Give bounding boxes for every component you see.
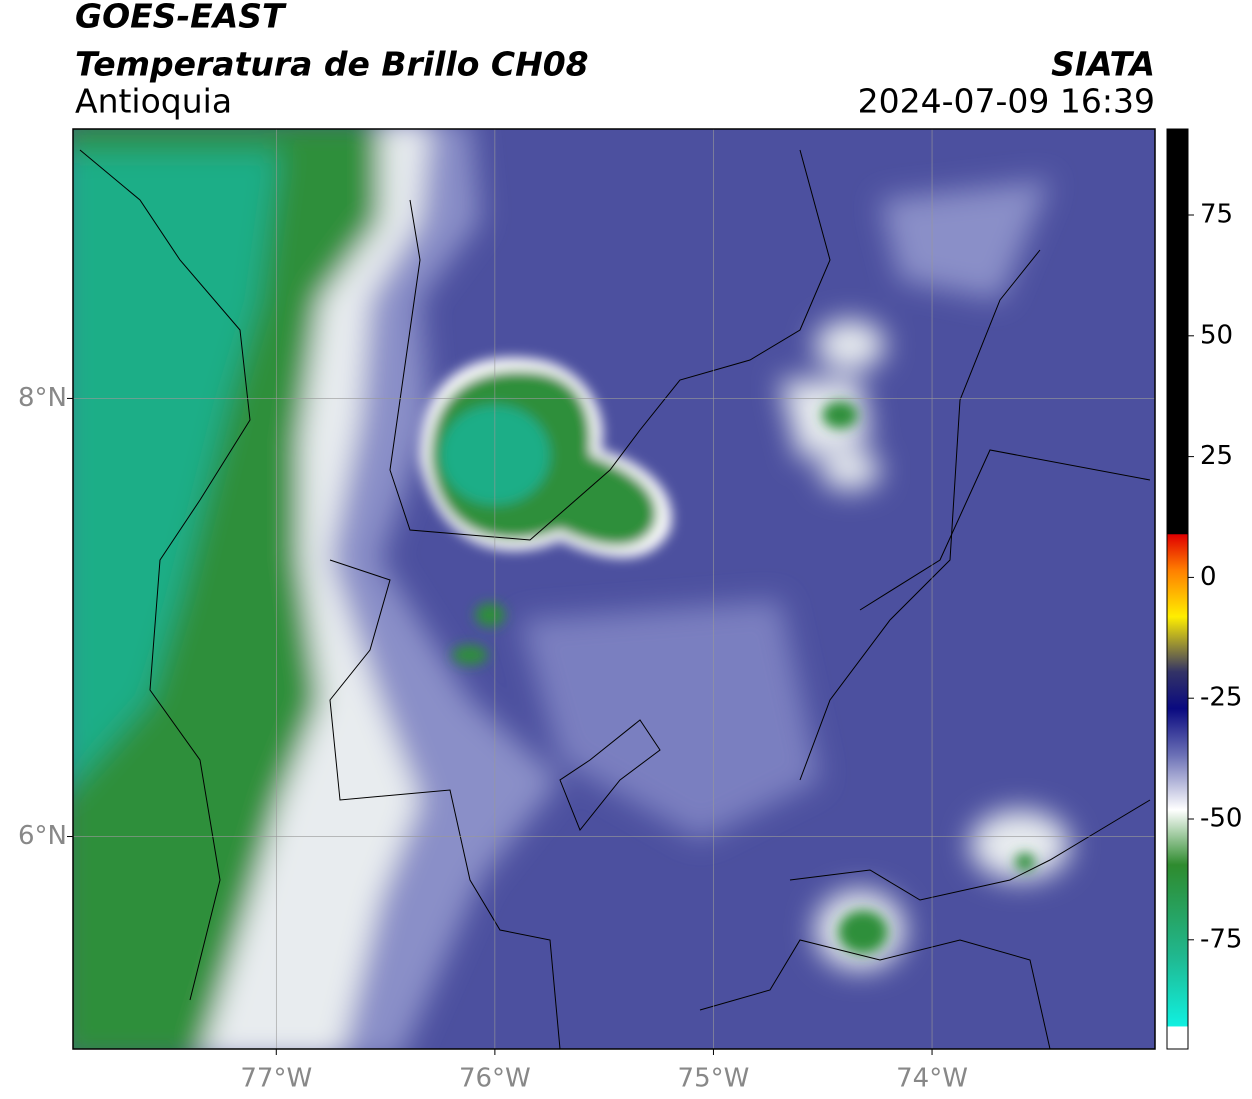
lon-tick-label: 76°W	[459, 1064, 531, 1094]
datetime: 2024-07-09 16:39	[858, 82, 1155, 121]
colorbar	[1166, 128, 1189, 1050]
colorbar-tick-label: -50	[1200, 804, 1242, 834]
map-frame	[72, 128, 1156, 1050]
lon-tick-label: 77°W	[240, 1064, 312, 1094]
map-image	[73, 129, 1155, 1049]
colorbar-tick-label: 50	[1200, 320, 1233, 350]
satellite: GOES-EAST	[75, 0, 287, 36]
lon-tick-label: 75°W	[678, 1064, 750, 1094]
lat-tick-label: 8°N	[18, 383, 67, 413]
lat-tick-label: 6°N	[18, 821, 67, 851]
colorbar-tick-label: 25	[1200, 441, 1233, 471]
region: Antioquia	[75, 82, 232, 121]
colorbar-tick-label: 0	[1200, 562, 1217, 592]
graticule	[73, 129, 1155, 1049]
lon-tick-label: 74°W	[896, 1064, 968, 1094]
colorbar-tick-label: 75	[1200, 200, 1233, 230]
colorbar-tick-label: -25	[1200, 683, 1242, 713]
source: SIATA	[1051, 45, 1155, 84]
product: Temperatura de Brillo CH08	[75, 45, 589, 84]
colorbar-tick-label: -75	[1200, 924, 1242, 954]
